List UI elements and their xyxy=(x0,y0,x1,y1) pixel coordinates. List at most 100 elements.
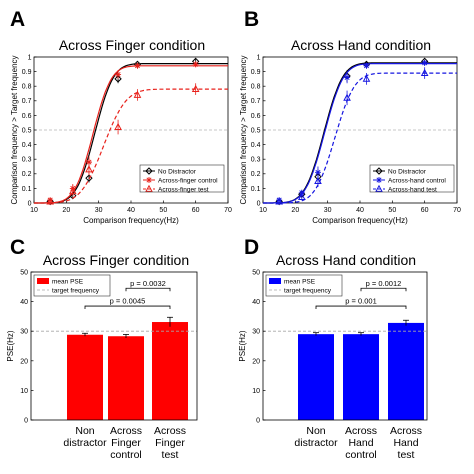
x-axis-label: Comparison frequency(Hz) xyxy=(83,216,179,225)
legend-box xyxy=(265,274,343,297)
bar xyxy=(108,336,144,420)
x-tick-label: 70 xyxy=(453,207,461,214)
y-tick-label: 0.3 xyxy=(22,157,32,164)
p-value-label: p = 0.0012 xyxy=(366,279,402,288)
data-point xyxy=(344,74,351,81)
y-tick-label: 0 xyxy=(256,418,260,425)
data-point xyxy=(297,192,306,201)
x-tick-label: 10 xyxy=(259,207,267,214)
data-point xyxy=(85,174,93,182)
data-point xyxy=(133,90,142,98)
x-tick-label: 10 xyxy=(30,207,38,214)
legend-label: target frequency xyxy=(52,288,100,295)
category-label: Across xyxy=(110,425,142,437)
significance-bracket xyxy=(315,305,407,310)
y-axis-label: Comparison frequency > Target frequency xyxy=(239,55,248,204)
legend-box xyxy=(139,164,225,193)
x-tick-label: 40 xyxy=(127,207,135,214)
category-label: control xyxy=(110,449,142,461)
legend-label: No Distractor xyxy=(158,168,197,175)
bar xyxy=(298,334,334,420)
panel-letter-d: D xyxy=(244,236,259,259)
bar xyxy=(152,322,188,420)
y-tick-label: 0.1 xyxy=(251,186,261,193)
x-tick-label: 50 xyxy=(159,207,167,214)
y-tick-label: 30 xyxy=(252,329,260,336)
chart-title: Across Hand condition xyxy=(276,252,416,268)
data-point xyxy=(298,189,305,196)
y-tick-label: 10 xyxy=(252,388,260,395)
y-tick-label: 40 xyxy=(20,299,28,306)
chart-b: Across Hand condition 10 20 30 40 50 60 70 0 0.1 0… xyxy=(239,37,461,225)
x-axis-label: Comparison frequency(Hz) xyxy=(312,216,408,225)
legend-marker xyxy=(146,177,152,183)
p-value-label: p = 0.0045 xyxy=(110,297,146,306)
y-tick-label: 1 xyxy=(257,54,261,61)
y-tick-label: 0.9 xyxy=(22,69,32,76)
significance-bracket xyxy=(125,287,171,292)
x-tick-label: 40 xyxy=(356,207,364,214)
x-tick-label: 20 xyxy=(291,207,299,214)
data-point xyxy=(275,197,283,206)
data-point xyxy=(46,197,54,206)
panel-letter-c: C xyxy=(10,236,25,259)
y-tick-label: 20 xyxy=(20,358,28,365)
y-tick-label: 0.8 xyxy=(22,84,32,91)
category-label: Hand xyxy=(348,437,373,449)
legend-label: No Distractor xyxy=(388,168,427,175)
significance-bracket xyxy=(360,287,407,292)
data-point xyxy=(115,71,122,78)
y-axis-label: PSE(Hz) xyxy=(6,330,15,361)
legend-box xyxy=(369,164,455,193)
y-tick-label: 10 xyxy=(20,388,28,395)
plot-frame xyxy=(262,271,428,421)
legend-label: target frequency xyxy=(284,288,332,295)
y-axis-label: PSE(Hz) xyxy=(238,330,247,361)
category-label: distractor xyxy=(63,437,107,449)
y-tick-label: 30 xyxy=(20,329,28,336)
category-label: Non xyxy=(306,425,325,437)
category-label: Hand xyxy=(393,437,418,449)
data-point xyxy=(362,74,371,82)
chart-c: Across Finger conditionNondistractorAcro… xyxy=(6,252,198,461)
data-point xyxy=(85,159,92,166)
data-point xyxy=(134,62,141,69)
legend-marker xyxy=(376,177,382,183)
significance-bracket xyxy=(84,305,171,310)
data-point xyxy=(420,68,429,76)
panel-letter-b: B xyxy=(244,8,259,31)
x-tick-label: 20 xyxy=(62,207,70,214)
category-label: Finger xyxy=(111,437,141,449)
legend-label: Across-finger test xyxy=(158,186,209,193)
data-point xyxy=(343,93,351,101)
y-tick-label: 0 xyxy=(24,418,28,425)
category-label: test xyxy=(162,449,179,461)
y-axis-label: Comparison frequency > Target frequency xyxy=(10,55,19,204)
y-tick-label: 40 xyxy=(252,299,260,306)
chart-title: Across Hand condition xyxy=(291,37,431,53)
data-point xyxy=(363,62,370,69)
data-point xyxy=(114,122,122,130)
y-tick-label: 0.5 xyxy=(251,127,261,134)
data-point xyxy=(421,59,428,66)
y-tick-label: 20 xyxy=(252,358,260,365)
category-label: Across xyxy=(345,425,377,437)
legend-label: mean PSE xyxy=(284,279,316,286)
category-label: Across xyxy=(154,425,186,437)
y-tick-label: 0 xyxy=(257,200,261,207)
category-label: test xyxy=(398,449,415,461)
y-tick-label: 0.4 xyxy=(251,142,261,149)
p-value-label: p = 0.0032 xyxy=(130,279,166,288)
y-tick-label: 0.2 xyxy=(251,171,261,178)
legend-label: Across-finger control xyxy=(158,177,218,184)
y-tick-label: 0.3 xyxy=(251,157,261,164)
legend-swatch xyxy=(269,278,281,284)
y-tick-label: 0.6 xyxy=(22,113,32,120)
plot-frame xyxy=(30,271,198,421)
data-point xyxy=(191,84,200,93)
p-value-label: p = 0.001 xyxy=(345,297,377,306)
category-label: Non xyxy=(75,425,94,437)
legend-label: Across-hand test xyxy=(388,186,437,193)
legend-marker xyxy=(375,184,383,192)
